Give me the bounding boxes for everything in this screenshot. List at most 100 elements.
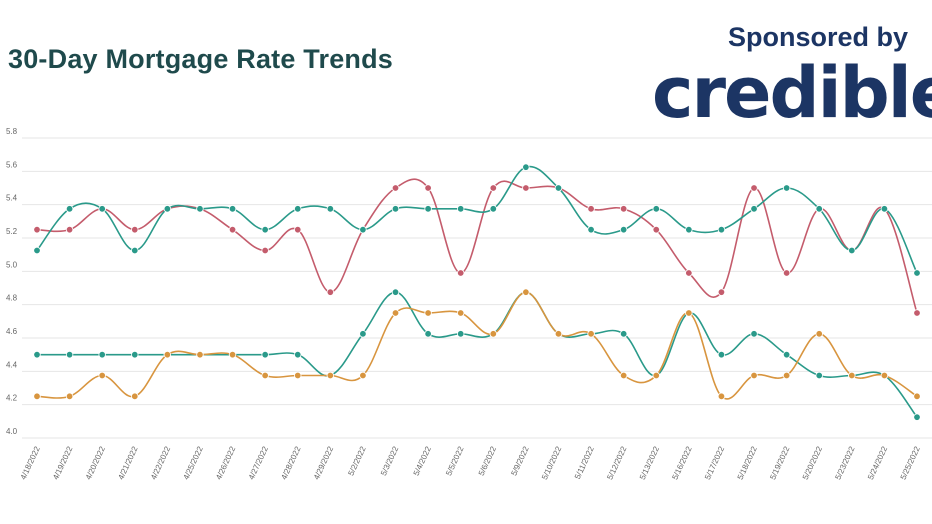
data-point: [522, 288, 530, 296]
data-point: [457, 269, 465, 277]
y-tick-label: 5.4: [6, 194, 18, 203]
data-point: [424, 330, 432, 338]
x-tick-label: 5/13/2022: [638, 445, 661, 482]
data-point: [228, 205, 237, 213]
x-tick-label: 4/26/2022: [214, 445, 237, 482]
x-tick-label: 4/20/2022: [84, 445, 107, 482]
data-point: [619, 205, 628, 213]
data-point: [326, 288, 335, 296]
y-tick-label: 5.2: [6, 227, 18, 236]
data-point: [815, 371, 823, 380]
data-point: [391, 288, 400, 296]
sponsor-text: Sponsored by: [728, 22, 909, 52]
data-point: [913, 413, 921, 421]
data-point: [228, 350, 237, 359]
data-point: [131, 225, 139, 234]
data-point: [782, 350, 791, 359]
data-point: [294, 350, 302, 359]
series-line-2: [37, 291, 918, 418]
series-line-0: [36, 178, 918, 314]
y-tick-label: 4.6: [6, 327, 18, 336]
data-point: [619, 330, 628, 338]
data-point: [457, 205, 465, 213]
data-point: [685, 225, 693, 234]
data-point: [33, 350, 41, 359]
x-tick-label: 5/24/2022: [866, 445, 889, 482]
x-tick-label: 5/17/2022: [703, 445, 726, 482]
data-point: [848, 246, 856, 255]
x-tick-label: 5/6/2022: [477, 445, 499, 478]
data-point: [131, 246, 139, 255]
data-point: [261, 246, 269, 255]
data-point: [685, 309, 693, 317]
x-tick-label: 4/27/2022: [247, 445, 270, 482]
data-point: [489, 184, 497, 192]
data-point: [131, 392, 139, 401]
data-point: [326, 205, 335, 213]
data-point: [261, 371, 269, 380]
data-point: [65, 350, 74, 359]
data-point: [587, 225, 595, 234]
data-point: [880, 371, 889, 380]
data-point: [457, 330, 465, 338]
data-point: [65, 205, 74, 213]
data-point: [880, 205, 889, 213]
y-tick-label: 5.8: [6, 127, 18, 136]
data-point: [424, 309, 432, 317]
data-point: [359, 371, 367, 380]
data-point: [782, 184, 791, 192]
data-point: [554, 330, 563, 338]
data-point: [913, 309, 921, 317]
data-point: [652, 205, 660, 213]
data-point: [294, 205, 302, 213]
data-point: [848, 371, 856, 380]
data-point: [359, 225, 367, 234]
data-point: [391, 309, 400, 317]
data-point: [326, 371, 335, 380]
data-point: [717, 392, 726, 401]
y-tick-label: 5.0: [6, 260, 18, 269]
data-point: [750, 371, 758, 380]
data-point: [196, 205, 204, 213]
data-point: [750, 184, 758, 192]
data-point: [33, 225, 41, 234]
x-tick-label: 4/25/2022: [182, 445, 205, 482]
data-point: [196, 350, 204, 359]
x-tick-label: 5/9/2022: [509, 445, 531, 478]
data-point: [522, 163, 530, 171]
x-tick-label: 5/10/2022: [540, 445, 563, 482]
brand-logo: credible: [652, 52, 932, 134]
data-point: [782, 371, 791, 380]
data-point: [98, 205, 106, 213]
x-tick-label: 4/22/2022: [149, 445, 172, 482]
data-point: [750, 205, 758, 213]
y-tick-label: 5.6: [6, 160, 18, 169]
x-tick-label: 5/2/2022: [346, 445, 368, 478]
y-tick-label: 4.4: [6, 360, 18, 369]
data-point: [619, 225, 628, 234]
data-point: [685, 269, 693, 277]
series-line-1: [36, 165, 918, 274]
data-point: [261, 350, 269, 359]
x-tick-label: 5/3/2022: [379, 445, 401, 478]
x-tick-label: 5/11/2022: [573, 445, 596, 481]
data-point: [913, 392, 921, 401]
data-point: [65, 225, 74, 234]
data-point: [261, 225, 269, 234]
x-tick-label: 5/16/2022: [670, 445, 693, 482]
data-point: [717, 225, 726, 234]
data-point: [98, 371, 106, 380]
x-tick-label: 4/19/2022: [51, 445, 74, 482]
x-tick-label: 4/21/2022: [116, 445, 139, 482]
data-point: [163, 350, 172, 359]
data-point: [424, 205, 432, 213]
data-point: [717, 350, 726, 359]
data-point: [554, 184, 563, 192]
data-point: [391, 205, 400, 213]
data-point: [522, 184, 530, 192]
data-point: [717, 288, 726, 296]
y-tick-label: 4.8: [6, 294, 18, 303]
data-point: [391, 184, 400, 192]
x-tick-label: 5/19/2022: [768, 445, 791, 482]
data-point: [913, 269, 921, 277]
